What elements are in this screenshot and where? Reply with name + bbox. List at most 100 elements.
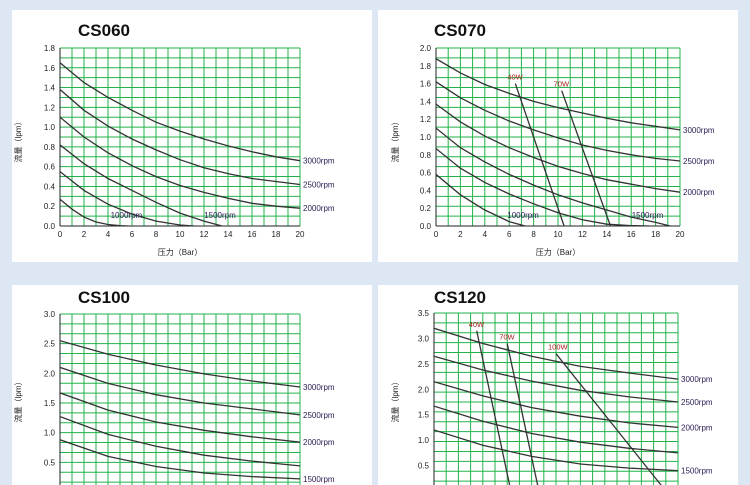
power-label: 70W (499, 333, 515, 342)
y-tick-label: 2.0 (44, 369, 56, 378)
y-tick-label: 0.8 (420, 151, 432, 160)
y-tick-label: 1.5 (44, 399, 56, 408)
y-tick-label: 0.4 (420, 186, 432, 195)
series-label: 3000rpm (303, 157, 335, 166)
x-tick-label: 0 (434, 230, 439, 239)
series-label: 3000rpm (303, 383, 335, 392)
series-label: 1500rpm (303, 475, 335, 484)
series-label: 2500rpm (303, 411, 335, 420)
x-tick-label: 20 (676, 230, 685, 239)
y-tick-label: 1.2 (44, 103, 56, 112)
series-label: 1500rpm (632, 211, 664, 220)
x-tick-label: 12 (200, 230, 209, 239)
y-tick-label: 2.0 (418, 385, 430, 394)
chart-panel-cs120: CS120 流量（lpm） 0.5 1.0 1.5 2.0 2.5 3.0 3.5 3000r… (378, 285, 738, 485)
series-label: 1500rpm (204, 211, 236, 220)
x-tick-label: 20 (296, 230, 305, 239)
power-label: 40W (507, 73, 523, 82)
power-line (507, 344, 539, 485)
x-tick-label: 0 (58, 230, 63, 239)
y-axis-label: 流量（lpm） (13, 378, 23, 423)
y-tick-label: 1.0 (44, 123, 56, 132)
power-label: 70W (554, 80, 570, 89)
power-label: 40W (469, 320, 485, 329)
x-tick-label: 14 (224, 230, 233, 239)
power-line (556, 354, 666, 485)
y-tick-label: 0.6 (420, 169, 432, 178)
y-axis-label: 流量（lpm） (390, 118, 400, 163)
y-axis-label: 流量（lpm） (390, 378, 400, 423)
y-tick-label: 1.5 (418, 411, 430, 420)
y-tick-label: 3.0 (418, 334, 430, 343)
y-tick-label: 0.5 (418, 462, 430, 471)
x-tick-label: 2 (82, 230, 87, 239)
x-tick-label: 8 (154, 230, 159, 239)
series-label: 2000rpm (683, 188, 715, 197)
x-tick-label: 16 (627, 230, 636, 239)
chart-title: CS070 (434, 21, 486, 40)
y-tick-label: 0.8 (44, 143, 56, 152)
x-tick-label: 6 (130, 230, 135, 239)
x-tick-label: 4 (106, 230, 111, 239)
x-axis-label: 压力（Bar） (536, 247, 580, 257)
x-tick-label: 10 (176, 230, 185, 239)
x-axis-label: 压力（Bar） (158, 247, 202, 257)
x-tick-label: 10 (554, 230, 563, 239)
power-line (562, 91, 611, 226)
x-tick-label: 14 (602, 230, 611, 239)
y-tick-label: 1.0 (418, 436, 430, 445)
chart-title: CS120 (434, 288, 486, 307)
y-axis-label: 流量（lpm） (13, 118, 23, 163)
chart-cs120-svg: CS120 流量（lpm） 0.5 1.0 1.5 2.0 2.5 3.0 3.5 3000r… (378, 285, 738, 485)
power-line (515, 84, 564, 226)
series-label: 3000rpm (681, 375, 713, 384)
y-tick-label: 2.5 (44, 340, 56, 349)
y-tick-label: 0.6 (44, 163, 56, 172)
y-tick-label: 0.4 (44, 182, 56, 191)
y-tick-label: 0.0 (420, 222, 432, 231)
chart-panel-cs100: CS100 流量（lpm） 0.5 1.0 1.5 2.0 2.5 3.0 3000rpm 2… (12, 285, 372, 485)
y-tick-label: 1.0 (420, 133, 432, 142)
y-tick-label: 1.4 (44, 84, 56, 93)
y-tick-label: 0.0 (44, 222, 56, 231)
y-tick-label: 1.6 (44, 64, 56, 73)
power-label: 100W (548, 343, 569, 352)
series-label: 2000rpm (303, 438, 335, 447)
series-label: 1000rpm (507, 211, 539, 220)
series-label: 2500rpm (683, 157, 715, 166)
x-tick-label: 18 (651, 230, 660, 239)
y-tick-label: 2.0 (420, 44, 432, 53)
series-label: 2000rpm (303, 204, 335, 213)
y-tick-label: 1.8 (420, 62, 432, 71)
series-label: 1500rpm (681, 467, 713, 476)
x-tick-label: 18 (272, 230, 281, 239)
y-tick-label: 3.5 (418, 309, 430, 318)
series-label: 2500rpm (681, 398, 713, 407)
series-label: 1000rpm (111, 211, 143, 220)
chart-cs060-svg: CS060 流量（lpm） 压力（Bar） 0.00.20.40.60.81.0… (12, 10, 372, 262)
x-tick-label: 12 (578, 230, 587, 239)
chart-title: CS100 (78, 288, 130, 307)
grid (436, 48, 680, 226)
y-tick-label: 3.0 (44, 310, 56, 319)
y-tick-label: 1.4 (420, 97, 432, 106)
series-label: 2000rpm (681, 423, 713, 432)
x-tick-label: 8 (531, 230, 536, 239)
chart-title: CS060 (78, 21, 130, 40)
y-tick-label: 1.8 (44, 44, 56, 53)
series-label: 2500rpm (303, 180, 335, 189)
y-tick-label: 1.6 (420, 80, 432, 89)
y-tick-label: 1.0 (44, 429, 56, 438)
series-label: 3000rpm (683, 126, 715, 135)
power-line (477, 331, 511, 485)
chart-cs100-svg: CS100 流量（lpm） 0.5 1.0 1.5 2.0 2.5 3.0 3000rpm 2… (12, 285, 372, 485)
x-tick-label: 6 (507, 230, 512, 239)
grid (60, 48, 300, 226)
y-tick-label: 2.5 (418, 360, 430, 369)
y-tick-label: 0.5 (44, 458, 56, 467)
x-tick-label: 16 (248, 230, 257, 239)
chart-cs070-svg: CS070 流量（lpm） 压力（Bar） 0.00.20.40.60.81.0… (378, 10, 738, 262)
x-tick-label: 4 (483, 230, 488, 239)
